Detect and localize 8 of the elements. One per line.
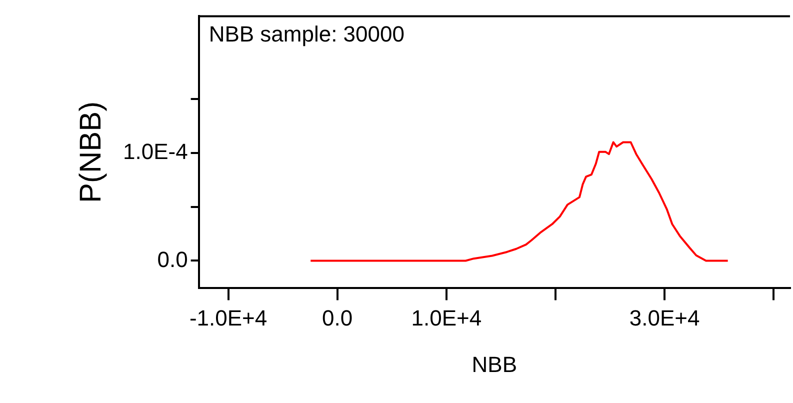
x-axis-title: NBB: [472, 352, 518, 377]
x-tick-label: 1.0E+4: [411, 305, 482, 330]
y-tick-label: 1.0E-4: [122, 139, 188, 164]
x-tick-label: 3.0E+4: [629, 305, 700, 330]
annotation: NBB sample: 30000: [208, 21, 404, 46]
x-tick-label: -1.0E+4: [189, 305, 268, 330]
y-axis-title: P(NBB): [74, 101, 108, 204]
x-tick-label: 0.0: [322, 305, 353, 330]
